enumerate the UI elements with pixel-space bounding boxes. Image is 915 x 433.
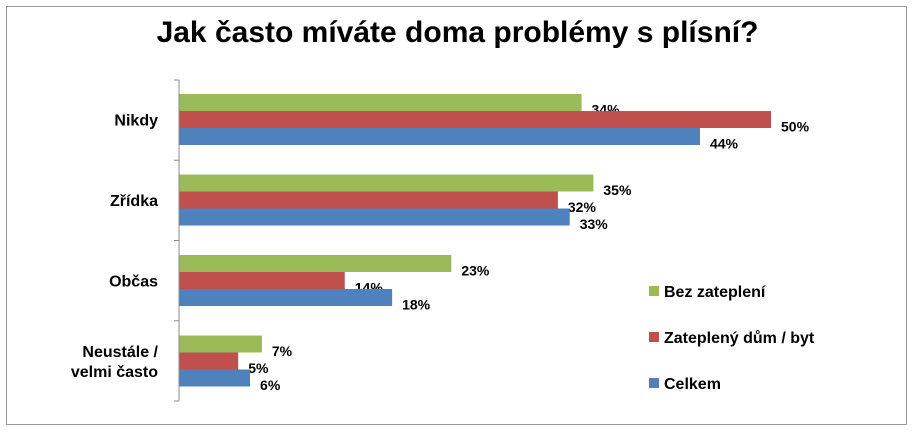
data-label-1-4: 7% xyxy=(272,343,293,359)
bar-3-1 xyxy=(179,128,700,145)
bar-1-3 xyxy=(179,255,452,272)
data-label-1-3: 23% xyxy=(461,263,490,279)
category-label-2: Zřídka xyxy=(110,193,158,210)
legend-label-3: Celkem xyxy=(664,376,721,393)
data-label-3-3: 18% xyxy=(402,297,431,313)
chart-title: Jak často míváte doma problémy s plísní? xyxy=(156,16,759,49)
legend-label-2: Zateplený dům / byt xyxy=(664,330,815,347)
data-label-2-2: 32% xyxy=(568,199,597,215)
data-label-3-1: 44% xyxy=(710,136,739,152)
category-label-4-line-2: velmi často xyxy=(71,364,158,381)
bar-1-4 xyxy=(179,335,262,353)
data-label-2-4: 5% xyxy=(248,360,269,376)
legend-swatch-3 xyxy=(649,378,659,388)
bar-1-1 xyxy=(179,94,582,111)
bar-3-2 xyxy=(179,208,570,226)
bar-2-2 xyxy=(179,191,558,209)
bar-3-3 xyxy=(179,289,393,306)
category-label-1: Nikdy xyxy=(114,113,158,130)
category-label-3: Občas xyxy=(109,274,158,291)
legend-label-1: Bez zateplení xyxy=(664,284,766,301)
bar-2-4 xyxy=(179,352,239,370)
legend-swatch-2 xyxy=(649,332,659,342)
data-label-2-1: 50% xyxy=(781,119,810,135)
bar-1-2 xyxy=(179,174,594,192)
legend-swatch-1 xyxy=(649,286,659,296)
data-label-3-2: 33% xyxy=(580,216,609,232)
data-label-1-2: 35% xyxy=(603,182,632,198)
category-label-4-line-1: Neustále / xyxy=(82,344,158,361)
bar-2-1 xyxy=(179,111,771,128)
data-label-3-4: 6% xyxy=(260,377,281,393)
bar-2-3 xyxy=(179,272,345,289)
bar-3-4 xyxy=(179,369,251,387)
